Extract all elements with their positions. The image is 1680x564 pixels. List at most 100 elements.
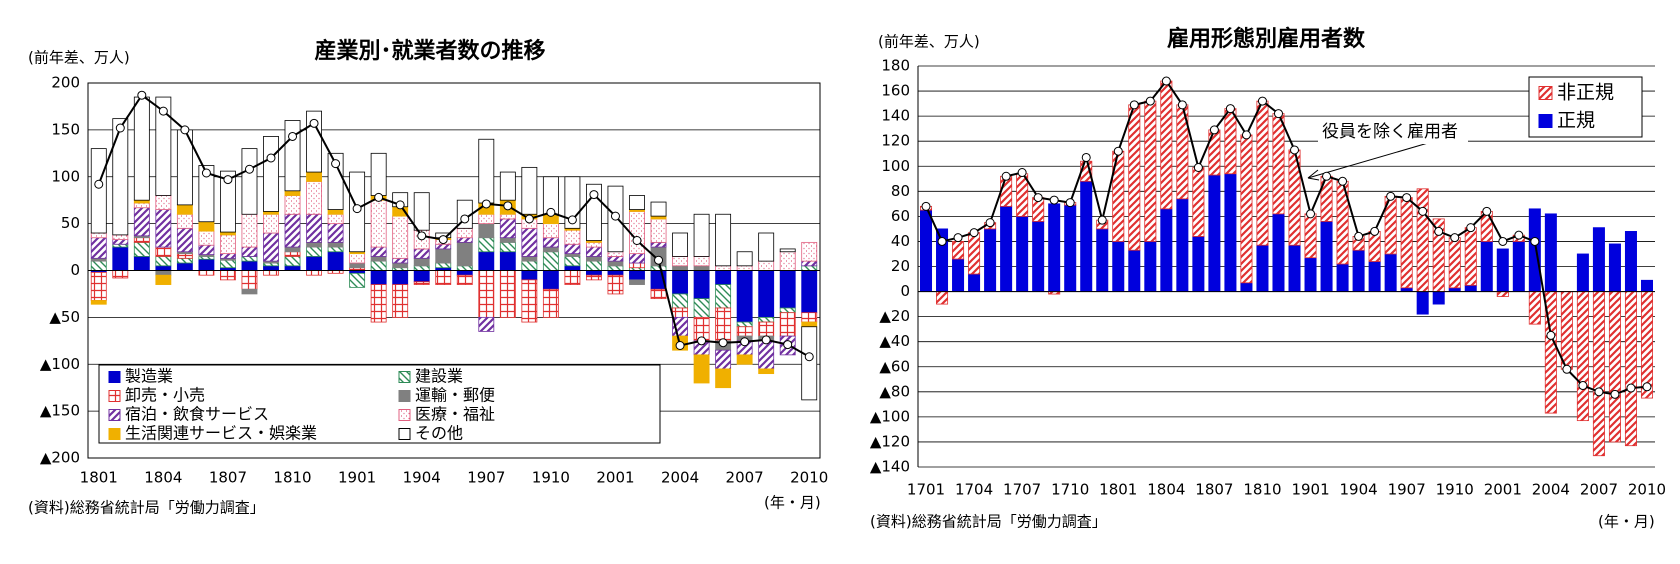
bar-segment <box>650 201 667 217</box>
bar-segment <box>263 262 279 267</box>
bar-segment <box>629 195 645 210</box>
chart-title: 雇用形態別雇用者数 <box>1167 26 1366 52</box>
legend-swatch <box>398 390 411 402</box>
line-marker <box>567 215 577 225</box>
bar-segment <box>284 190 301 196</box>
x-tick-label: 2004 <box>1532 481 1570 499</box>
bar-segment <box>1240 134 1253 284</box>
bar-segment <box>198 256 215 260</box>
bar-segment <box>499 213 516 220</box>
bar-segment <box>499 241 516 253</box>
bar-segment <box>198 258 215 271</box>
bar-segment <box>672 265 688 271</box>
line-marker <box>1065 198 1075 208</box>
line-marker <box>718 338 728 348</box>
line-marker <box>1001 171 1011 181</box>
legend-swatch <box>108 390 121 402</box>
bar-segment <box>90 232 107 239</box>
bar-segment <box>90 237 107 259</box>
bar-segment <box>672 307 688 318</box>
bar-segment <box>263 136 279 212</box>
bar-segment <box>542 223 559 239</box>
bar-segment <box>1352 249 1365 292</box>
y-tick-label: 120 <box>881 132 910 150</box>
bar-segment <box>1480 241 1493 292</box>
bar-segment <box>327 246 344 253</box>
bar-segment <box>112 234 129 240</box>
legend-label: 製造業 <box>125 367 173 386</box>
unit-label: (前年差、万人) <box>878 33 980 51</box>
bar-segment <box>736 326 753 337</box>
bar-segment <box>392 215 409 259</box>
x-tick-label: 1904 <box>1340 481 1378 499</box>
bar-segment <box>133 96 150 201</box>
bar-segment <box>478 223 495 239</box>
bar-segment <box>478 138 495 204</box>
line-marker <box>1562 364 1572 374</box>
bar-segment <box>155 195 172 210</box>
bar-segment <box>607 274 624 295</box>
bar-segment <box>176 257 193 264</box>
bar-segment <box>779 312 796 337</box>
line-marker <box>1145 96 1155 106</box>
bar-segment <box>629 262 645 269</box>
x-tick-label: 2001 <box>1484 481 1522 499</box>
bar-segment <box>176 227 193 253</box>
bar-segment <box>968 273 981 292</box>
y-tick-label: ▲100 <box>40 355 80 373</box>
y-tick-label: ▲20 <box>879 307 910 325</box>
bar-segment <box>521 279 538 323</box>
bar-segment <box>499 270 516 318</box>
x-tick-label: 2001 <box>596 469 634 487</box>
bar-segment <box>1256 244 1269 292</box>
bar-segment <box>1256 100 1269 246</box>
bar-segment <box>758 232 775 262</box>
bar-segment <box>263 211 279 215</box>
bar-segment <box>478 213 495 225</box>
line-marker <box>1049 195 1059 205</box>
line-marker <box>503 201 513 211</box>
line-marker <box>288 131 298 141</box>
bar-segment <box>456 274 473 285</box>
bar-segment <box>435 243 452 250</box>
bar-segment <box>327 213 344 225</box>
line-marker <box>481 199 491 209</box>
line-marker <box>1482 206 1492 216</box>
legend-label: 生活関連サービス・娯楽業 <box>125 424 317 443</box>
line-marker <box>1610 389 1620 399</box>
bar-segment <box>801 265 818 271</box>
x-tick-label: 1907 <box>467 469 505 487</box>
bar-segment <box>349 262 366 269</box>
bar-segment <box>133 237 150 243</box>
bar-segment <box>1496 248 1509 292</box>
line-marker <box>589 190 599 200</box>
bar-segment <box>920 209 933 292</box>
bar-segment <box>370 246 387 257</box>
bar-segment <box>650 265 667 271</box>
bar-segment <box>155 265 172 271</box>
bar-segment <box>306 270 322 276</box>
line-marker <box>1386 191 1396 201</box>
x-tick-label: 1901 <box>338 469 376 487</box>
bar-segment <box>112 118 129 236</box>
bar-segment <box>306 181 322 215</box>
bar-segment <box>650 288 667 300</box>
bar-segment <box>693 256 710 267</box>
bar-segment <box>1368 261 1381 292</box>
bar-segment <box>758 340 775 370</box>
bar-segment <box>1304 213 1317 259</box>
x-tick-label: 2010 <box>1628 481 1666 499</box>
bar-segment <box>1160 208 1173 292</box>
bar-segment <box>90 257 107 262</box>
y-tick-label: ▲200 <box>40 449 80 467</box>
bar-segment <box>1048 203 1061 292</box>
legend-swatch <box>108 409 121 421</box>
bar-segment <box>1016 215 1029 292</box>
bar-segment <box>801 241 818 262</box>
bar-segment <box>736 251 753 267</box>
legend-label: 正規 <box>1557 110 1595 132</box>
bar-segment <box>736 321 753 328</box>
unit-label: (前年差、万人) <box>28 49 130 67</box>
bar-segment <box>133 207 150 237</box>
